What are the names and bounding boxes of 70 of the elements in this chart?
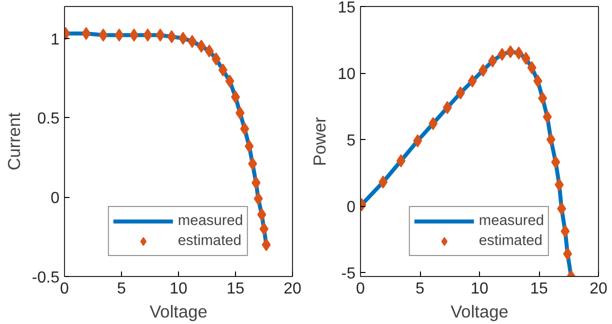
point — [538, 92, 548, 105]
x-tick-label: 10 — [470, 280, 488, 298]
point — [130, 28, 139, 42]
y-tick-label: 15 — [338, 0, 356, 16]
point — [196, 40, 206, 53]
point — [248, 157, 258, 170]
y-tick-label: 0 — [346, 199, 356, 216]
point — [225, 74, 234, 88]
point — [396, 154, 406, 168]
y-tick-label: -5 — [341, 266, 356, 283]
point — [468, 74, 477, 88]
point — [240, 122, 250, 136]
point — [488, 54, 498, 68]
point — [244, 140, 254, 153]
point — [218, 64, 228, 77]
point — [178, 32, 188, 45]
point — [456, 86, 465, 100]
x-tick-label: 20 — [284, 280, 302, 298]
point — [551, 156, 560, 169]
point — [542, 110, 552, 124]
point — [533, 74, 542, 88]
point — [563, 247, 572, 260]
point — [521, 52, 530, 65]
point — [557, 202, 566, 216]
point — [262, 238, 271, 252]
point — [212, 52, 221, 66]
point — [98, 28, 108, 42]
point — [257, 208, 266, 222]
x-tick-label: 15 — [226, 280, 244, 298]
point — [188, 34, 197, 48]
point — [428, 117, 438, 130]
point — [478, 64, 488, 77]
point — [156, 28, 165, 42]
y-tick-label: 10 — [338, 66, 356, 83]
x-axis-title: Voltage — [450, 302, 508, 322]
point — [527, 61, 536, 74]
y-tick-label: 1 — [50, 31, 60, 48]
legend-label: estimated — [178, 233, 242, 249]
legend-label: measured — [178, 213, 244, 229]
point — [236, 106, 245, 120]
point — [546, 133, 556, 146]
point — [114, 28, 124, 42]
point — [254, 192, 263, 206]
x-tick-label: 5 — [117, 280, 126, 298]
legend-label: estimated — [478, 233, 542, 249]
point — [554, 178, 564, 192]
x-tick-label: 5 — [416, 280, 425, 298]
x-tick-label: 15 — [530, 280, 548, 298]
y-axis-title: Current — [4, 112, 24, 170]
y-tick-label: 5 — [346, 132, 356, 150]
point — [498, 48, 507, 61]
point — [506, 45, 515, 58]
point — [252, 176, 261, 190]
point — [143, 28, 152, 42]
point — [82, 27, 91, 40]
point — [560, 224, 570, 238]
point — [378, 176, 388, 189]
point — [514, 46, 524, 60]
y-tick-label: -0.5 — [32, 270, 60, 286]
y-axis-title: Power — [310, 116, 330, 166]
x-axis-title: Voltage — [150, 302, 208, 322]
y-tick-label: 0 — [50, 190, 60, 208]
point — [442, 101, 452, 114]
point — [413, 134, 422, 148]
y-tick-label: 0.5 — [37, 110, 60, 128]
x-tick-label: 10 — [170, 280, 188, 298]
point — [167, 30, 176, 44]
x-tick-label: 20 — [590, 280, 608, 298]
point — [204, 44, 214, 58]
legend-label: measured — [478, 213, 544, 229]
